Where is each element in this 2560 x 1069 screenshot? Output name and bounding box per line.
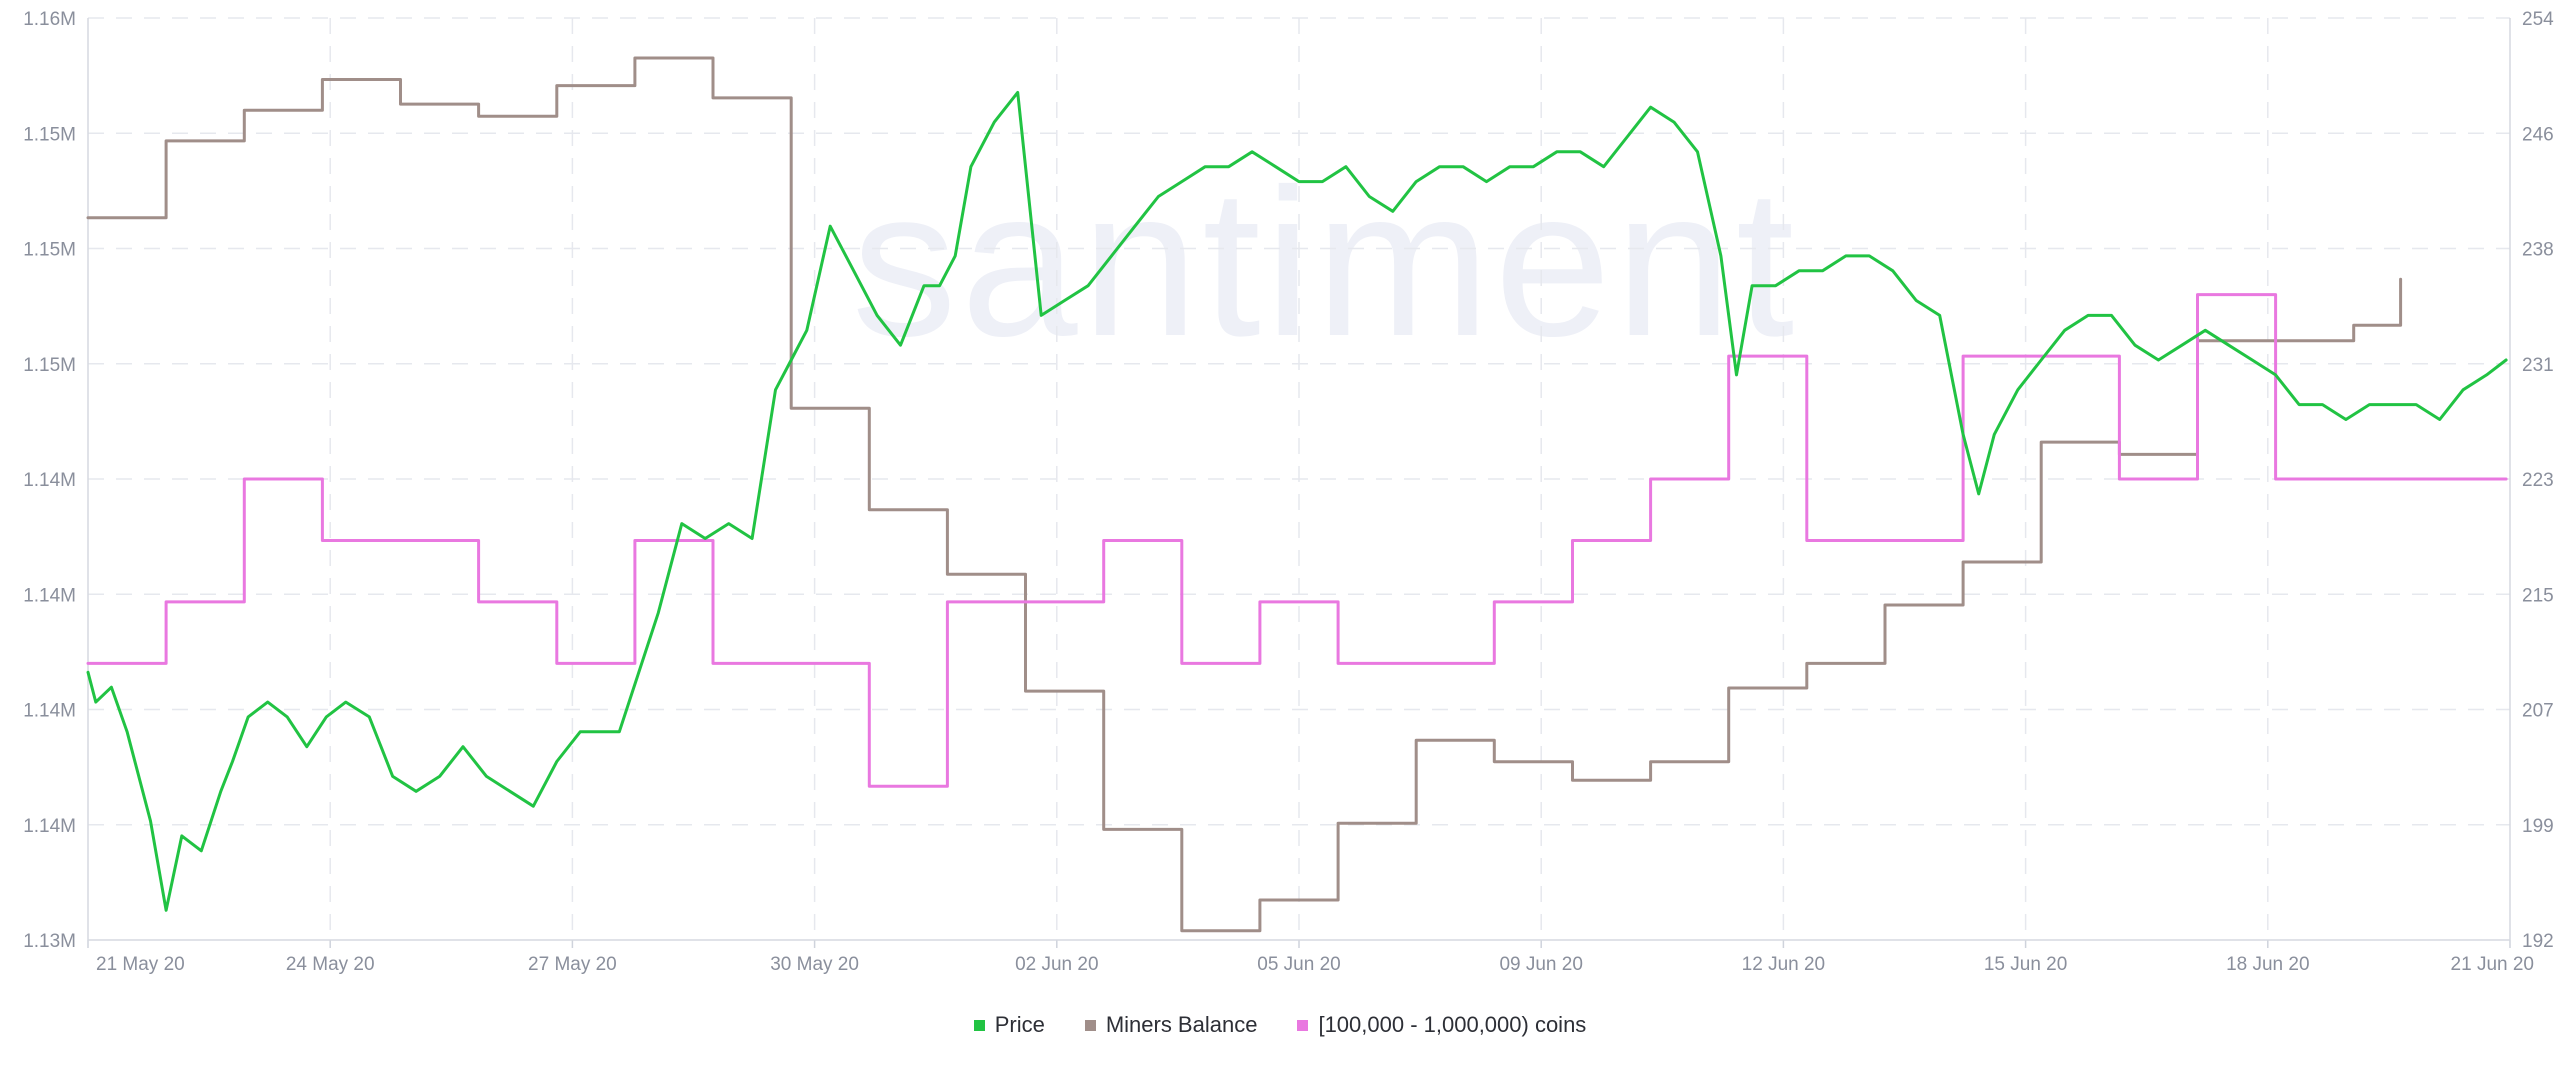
y-left-tick-label: 1.14M <box>23 816 76 837</box>
y-right-tick-label: 231 <box>2522 355 2554 376</box>
y-right-tick-label: 192 <box>2522 931 2554 952</box>
series-lines <box>86 56 2508 933</box>
y-right-tick-label: 254 <box>2522 9 2554 30</box>
x-tick-label: 21 May 20 <box>96 954 185 975</box>
y-left-tick-label: 1.14M <box>23 701 76 722</box>
x-tick-label: 15 Jun 20 <box>1984 954 2067 975</box>
legend-swatch <box>1297 1019 1309 1031</box>
legend: Price Miners Balance [100,000 - 1,000,000)… <box>0 1005 2560 1045</box>
axes <box>87 18 2511 948</box>
legend-label: Miners Balance <box>1105 1012 1258 1037</box>
legend-label: Price <box>994 1012 1045 1037</box>
y-right-tick-label: 246 <box>2522 124 2554 145</box>
y-left-tick-label: 1.15M <box>23 355 76 376</box>
y-left-tick-label: 1.14M <box>23 470 76 491</box>
y-left-tick-label: 1.15M <box>23 124 76 145</box>
x-tick-label: 05 Jun 20 <box>1257 954 1340 975</box>
tick-labels: 1.13M 192 1.14M 199 1.14M 207 1.14M 215 1.14M 223… <box>23 9 2554 975</box>
legend-item[interactable]: Miners Balance <box>1084 1012 1258 1038</box>
watermark-text: santiment <box>852 145 1798 380</box>
y-right-tick-label: 215 <box>2522 585 2554 606</box>
legend-swatch <box>973 1019 985 1031</box>
x-tick-label: 30 May 20 <box>770 954 859 975</box>
y-right-tick-label: 238 <box>2522 240 2554 261</box>
x-tick-label: 12 Jun 20 <box>1742 954 1825 975</box>
y-left-tick-label: 1.13M <box>23 931 76 952</box>
legend-item[interactable]: Price <box>973 1012 1045 1038</box>
series-line-100-000-1-000-000-coins <box>86 293 2508 788</box>
x-tick-label: 02 Jun 20 <box>1015 954 1098 975</box>
y-right-tick-label: 199 <box>2522 816 2554 837</box>
y-right-tick-label: 223 <box>2522 470 2554 491</box>
x-tick-label: 09 Jun 20 <box>1499 954 1582 975</box>
y-left-tick-label: 1.16M <box>23 9 76 30</box>
x-tick-label: 24 May 20 <box>286 954 375 975</box>
x-tick-label: 27 May 20 <box>528 954 617 975</box>
series-line-price <box>86 90 2508 912</box>
y-left-tick-label: 1.15M <box>23 240 76 261</box>
grid-lines <box>88 17 2510 940</box>
series-line-miners-balance <box>86 56 2403 933</box>
x-tick-label: 18 Jun 20 <box>2226 954 2309 975</box>
legend-swatch <box>1084 1019 1096 1031</box>
y-left-tick-label: 1.14M <box>23 585 76 606</box>
x-tick-label: 21 Jun 20 <box>2451 954 2534 975</box>
legend-item[interactable]: [100,000 - 1,000,000) coins <box>1297 1012 1586 1038</box>
legend-label: [100,000 - 1,000,000) coins <box>1318 1012 1587 1037</box>
y-right-tick-label: 207 <box>2522 701 2554 722</box>
